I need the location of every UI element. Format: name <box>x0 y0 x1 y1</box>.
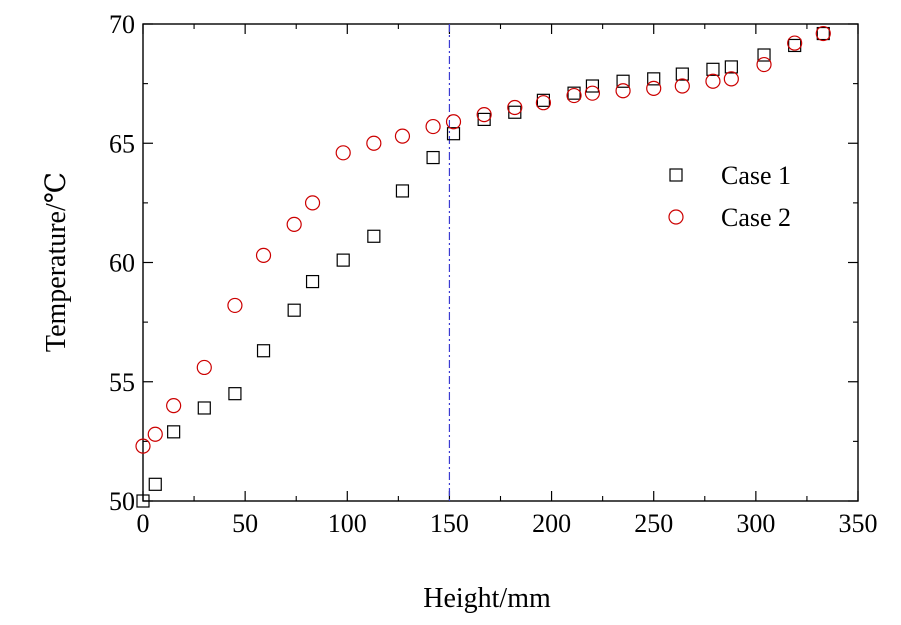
data-point-series-2 <box>135 438 151 454</box>
data-point-series-1 <box>585 79 600 93</box>
data-point-series-2 <box>476 107 492 123</box>
data-point-series-2 <box>615 83 631 99</box>
data-point-series-2 <box>646 80 662 96</box>
data-point-series-1 <box>367 229 381 243</box>
x-tick-label: 50 <box>232 509 258 538</box>
data-point-series-2 <box>286 216 302 232</box>
series-2 <box>135 25 831 454</box>
data-point-series-2 <box>366 135 382 151</box>
data-points <box>135 25 831 508</box>
data-point-series-1 <box>508 105 522 119</box>
x-tick-label: 300 <box>736 509 775 538</box>
data-point-series-1 <box>446 127 461 141</box>
data-point-series-2 <box>255 247 272 263</box>
data-point-series-1 <box>136 494 150 508</box>
data-point-series-2 <box>166 398 182 414</box>
x-tick-label: 0 <box>137 509 150 538</box>
data-point-series-2 <box>304 195 321 211</box>
y-tick-label: 50 <box>109 487 135 516</box>
legend-marker-series-2 <box>668 209 684 225</box>
data-point-series-1 <box>616 74 630 88</box>
data-point-series-2 <box>723 71 739 87</box>
data-point-series-2 <box>445 114 462 130</box>
legend-label-series-2: Case 2 <box>721 203 791 232</box>
data-point-series-1 <box>148 477 162 491</box>
data-point-series-2 <box>335 145 351 161</box>
data-point-series-2 <box>756 56 772 73</box>
y-tick-label: 65 <box>109 129 135 158</box>
data-point-series-2 <box>787 35 803 51</box>
data-point-series-1 <box>256 344 271 358</box>
data-point-series-1 <box>167 425 181 439</box>
y-tick-label: 70 <box>109 10 135 39</box>
series-1 <box>136 26 830 508</box>
data-point-series-2 <box>147 426 163 442</box>
x-tick-label: 250 <box>634 509 673 538</box>
data-point-series-2 <box>705 73 721 89</box>
data-point-series-1 <box>197 401 211 415</box>
data-point-series-2 <box>196 359 212 376</box>
x-axis-title: Height/mm <box>423 583 551 614</box>
data-point-series-1 <box>305 274 320 289</box>
data-point-series-2 <box>227 297 243 314</box>
data-point-series-1 <box>336 253 350 267</box>
y-axis-title: Temperature/℃ <box>41 172 72 352</box>
x-tick-label: 200 <box>532 509 571 538</box>
x-tick-label: 100 <box>328 509 367 538</box>
data-point-series-1 <box>426 150 440 165</box>
data-point-series-1 <box>287 303 301 317</box>
data-point-series-1 <box>477 112 491 127</box>
y-tick-label: 55 <box>109 368 135 397</box>
data-point-series-1 <box>724 60 738 74</box>
data-point-series-2 <box>507 99 523 116</box>
data-point-series-1 <box>395 184 410 198</box>
data-point-series-2 <box>584 85 601 101</box>
data-point-series-2 <box>674 78 690 94</box>
data-point-series-1 <box>706 62 720 76</box>
data-point-series-1 <box>757 48 771 62</box>
data-point-series-2 <box>425 118 441 135</box>
data-point-series-1 <box>816 26 830 41</box>
x-tick-label: 150 <box>430 509 469 538</box>
data-point-series-2 <box>815 25 831 42</box>
data-point-series-1 <box>647 72 661 86</box>
y-tick-label: 60 <box>109 249 135 278</box>
axes-frame <box>142 23 859 502</box>
legend: Case 1 Case 2 <box>668 161 791 232</box>
legend-marker-series-1 <box>669 168 683 182</box>
plot-frame <box>142 23 859 502</box>
data-point-series-2 <box>566 87 582 104</box>
legend-label-series-1: Case 1 <box>721 161 791 190</box>
x-tick-label: 350 <box>839 509 878 538</box>
data-point-series-2 <box>535 95 552 111</box>
data-point-series-1 <box>228 387 242 401</box>
data-point-series-1 <box>675 67 689 81</box>
data-point-series-2 <box>394 128 411 144</box>
